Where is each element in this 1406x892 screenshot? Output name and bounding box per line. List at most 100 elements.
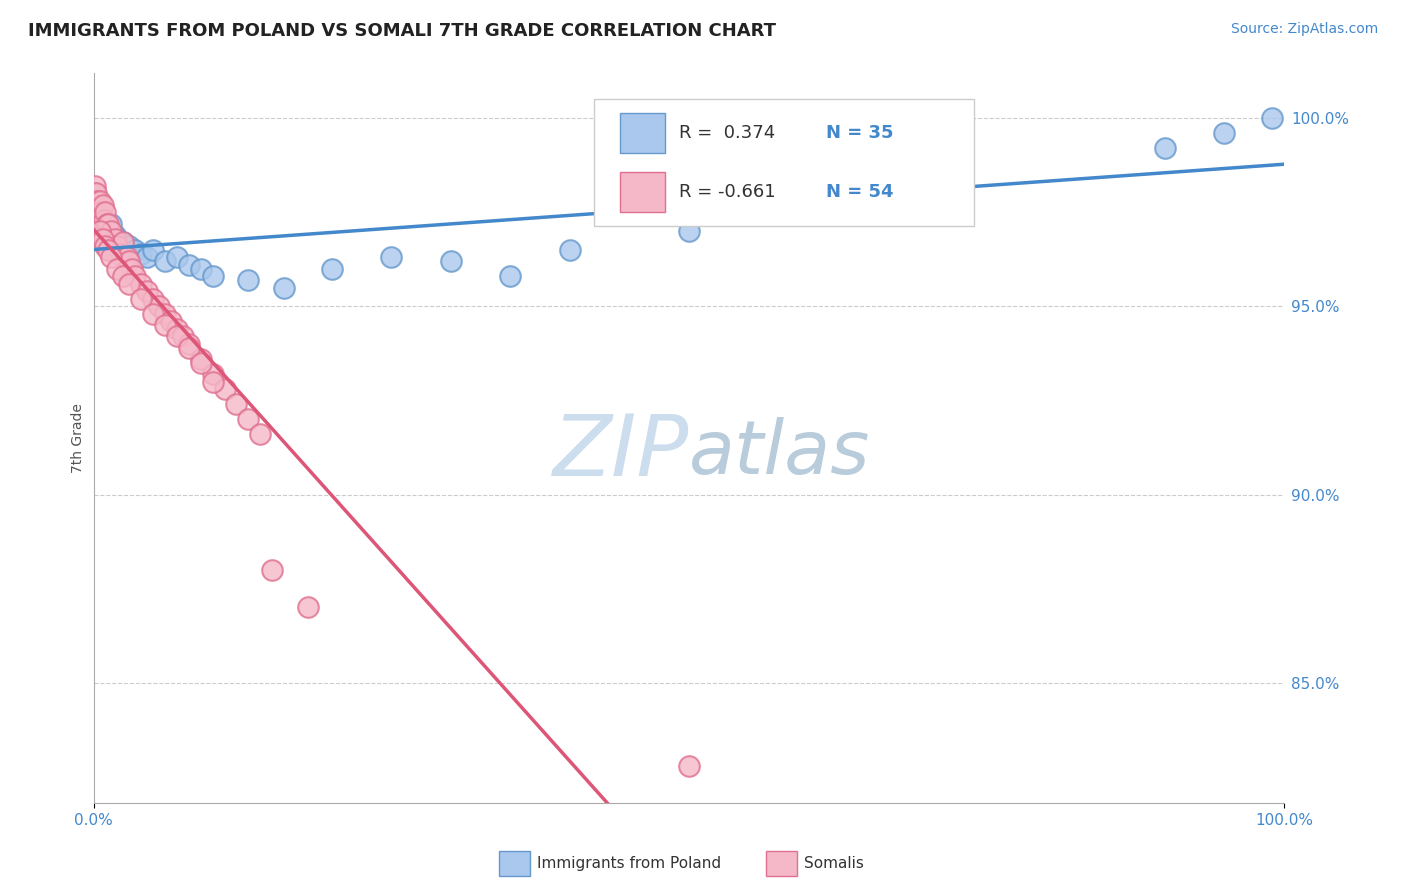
Point xyxy=(166,251,188,265)
Point xyxy=(238,273,260,287)
Point xyxy=(115,251,138,265)
Point xyxy=(83,186,105,201)
Text: R =  0.374: R = 0.374 xyxy=(679,124,776,142)
Point xyxy=(1153,141,1175,155)
Point xyxy=(558,243,581,257)
Point xyxy=(166,329,188,343)
Point xyxy=(142,307,165,321)
Point xyxy=(129,277,152,291)
Point xyxy=(91,231,114,245)
Point xyxy=(273,280,295,294)
Point xyxy=(89,209,111,223)
Point xyxy=(118,239,141,253)
Point xyxy=(97,217,120,231)
Point xyxy=(118,277,141,291)
Point xyxy=(678,758,700,772)
Point xyxy=(108,246,131,260)
Point xyxy=(190,356,212,370)
Point xyxy=(96,217,118,231)
Point xyxy=(112,269,135,284)
Point xyxy=(153,254,176,268)
Point xyxy=(83,178,105,193)
Point xyxy=(797,205,820,219)
Point xyxy=(177,337,200,351)
Point xyxy=(238,412,260,426)
Text: atlas: atlas xyxy=(689,417,870,489)
Text: Source: ZipAtlas.com: Source: ZipAtlas.com xyxy=(1230,22,1378,37)
Point xyxy=(87,205,110,219)
Point xyxy=(1261,111,1284,125)
Point xyxy=(94,205,117,219)
Point xyxy=(105,261,128,276)
Point xyxy=(166,322,188,336)
Point xyxy=(97,243,120,257)
Point xyxy=(249,427,271,442)
Point xyxy=(177,341,200,355)
Point xyxy=(87,202,110,216)
Point xyxy=(124,269,146,284)
FancyBboxPatch shape xyxy=(593,98,974,227)
Point xyxy=(90,209,112,223)
Point xyxy=(136,251,159,265)
Point xyxy=(89,194,111,208)
Point xyxy=(105,239,128,253)
Point xyxy=(142,292,165,306)
Point xyxy=(153,318,176,333)
Point xyxy=(129,246,152,260)
Point xyxy=(172,329,194,343)
Point xyxy=(112,235,135,250)
Point xyxy=(112,235,135,250)
Text: R = -0.661: R = -0.661 xyxy=(679,183,776,201)
Point xyxy=(118,254,141,268)
Point xyxy=(440,254,463,268)
Point xyxy=(94,220,117,235)
Point xyxy=(190,261,212,276)
Text: ZIP: ZIP xyxy=(553,411,689,494)
Text: IMMIGRANTS FROM POLAND VS SOMALI 7TH GRADE CORRELATION CHART: IMMIGRANTS FROM POLAND VS SOMALI 7TH GRA… xyxy=(28,22,776,40)
Point xyxy=(201,375,224,389)
Text: N = 35: N = 35 xyxy=(825,124,893,142)
Point xyxy=(104,231,127,245)
Point xyxy=(190,352,212,367)
Point xyxy=(91,198,114,212)
Text: Immigrants from Poland: Immigrants from Poland xyxy=(537,856,721,871)
Point xyxy=(94,239,117,253)
FancyBboxPatch shape xyxy=(620,171,665,211)
Point xyxy=(297,600,319,615)
Point xyxy=(90,205,112,219)
Point xyxy=(124,243,146,257)
Point xyxy=(97,224,120,238)
Point xyxy=(105,231,128,245)
Point xyxy=(84,186,107,201)
Point xyxy=(262,563,284,577)
Point xyxy=(380,251,402,265)
Point xyxy=(499,269,522,284)
Point xyxy=(153,307,176,321)
Point xyxy=(678,224,700,238)
Point xyxy=(321,261,343,276)
Point xyxy=(100,251,122,265)
Point xyxy=(90,212,112,227)
Point xyxy=(86,202,108,216)
Point xyxy=(84,194,107,208)
Point xyxy=(121,261,143,276)
Point xyxy=(129,292,152,306)
Point xyxy=(148,299,170,313)
Point xyxy=(177,258,200,272)
Text: Somalis: Somalis xyxy=(804,856,865,871)
Point xyxy=(201,367,224,381)
FancyBboxPatch shape xyxy=(620,113,665,153)
Point xyxy=(136,285,159,299)
Point xyxy=(104,227,127,242)
Point xyxy=(100,224,122,238)
Point xyxy=(160,314,183,328)
Point xyxy=(86,194,108,208)
Point xyxy=(89,224,111,238)
Text: N = 54: N = 54 xyxy=(825,183,893,201)
Point xyxy=(142,243,165,257)
Point xyxy=(91,217,114,231)
Y-axis label: 7th Grade: 7th Grade xyxy=(72,403,86,473)
Point xyxy=(1213,126,1236,140)
Point xyxy=(93,212,115,227)
Point xyxy=(214,382,236,396)
